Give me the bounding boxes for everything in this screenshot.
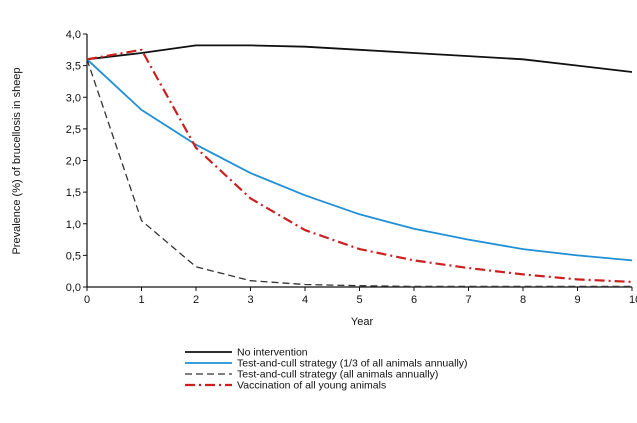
x-ticks: 0 1 2 3 4 5 6 7 8 9 10 bbox=[84, 287, 637, 306]
legend-label: No intervention bbox=[237, 347, 308, 359]
y-ticks: 0,0 0,5 1,0 1,5 2,0 2,5 3,0 3,5 4,0 bbox=[66, 29, 87, 294]
y-tick-label: 4,0 bbox=[66, 29, 81, 41]
x-tick-label: 6 bbox=[411, 294, 417, 306]
y-tick-label: 2,0 bbox=[66, 156, 81, 168]
series-line-4 bbox=[86, 48, 633, 283]
x-tick-label: 7 bbox=[465, 294, 471, 306]
series-group bbox=[86, 44, 633, 288]
x-axis-title: Year bbox=[351, 316, 374, 328]
x-tick-label: 2 bbox=[193, 294, 199, 306]
x-tick-label: 0 bbox=[84, 294, 90, 306]
x-tick-label: 9 bbox=[574, 294, 580, 306]
x-tick-label: 4 bbox=[302, 294, 308, 306]
y-tick-label: 3,5 bbox=[66, 61, 81, 73]
x-tick-label: 10 bbox=[629, 294, 637, 306]
y-tick-label: 2,5 bbox=[66, 124, 81, 136]
series-line-2 bbox=[86, 58, 633, 262]
x-tick-label: 1 bbox=[138, 294, 144, 306]
y-tick-label: 0,5 bbox=[66, 250, 81, 262]
y-tick-label: 1,0 bbox=[66, 219, 81, 231]
series-line-3 bbox=[86, 59, 632, 288]
legend-label: Vaccination of all young animals bbox=[237, 380, 386, 392]
y-tick-label: 1,5 bbox=[66, 187, 81, 199]
legend-label: Test-and-cull strategy (all animals annu… bbox=[237, 369, 438, 381]
y-tick-label: 0,0 bbox=[66, 282, 81, 294]
x-tick-label: 8 bbox=[520, 294, 526, 306]
y-tick-label: 3,0 bbox=[66, 92, 81, 104]
series-line-1 bbox=[86, 44, 633, 73]
y-axis-title: Prevalence (%) of brucellosis in sheep bbox=[11, 67, 23, 254]
legend-label: Test-and-cull strategy (1/3 of all anima… bbox=[237, 358, 468, 370]
x-tick-label: 5 bbox=[356, 294, 362, 306]
x-tick-label: 3 bbox=[247, 294, 253, 306]
